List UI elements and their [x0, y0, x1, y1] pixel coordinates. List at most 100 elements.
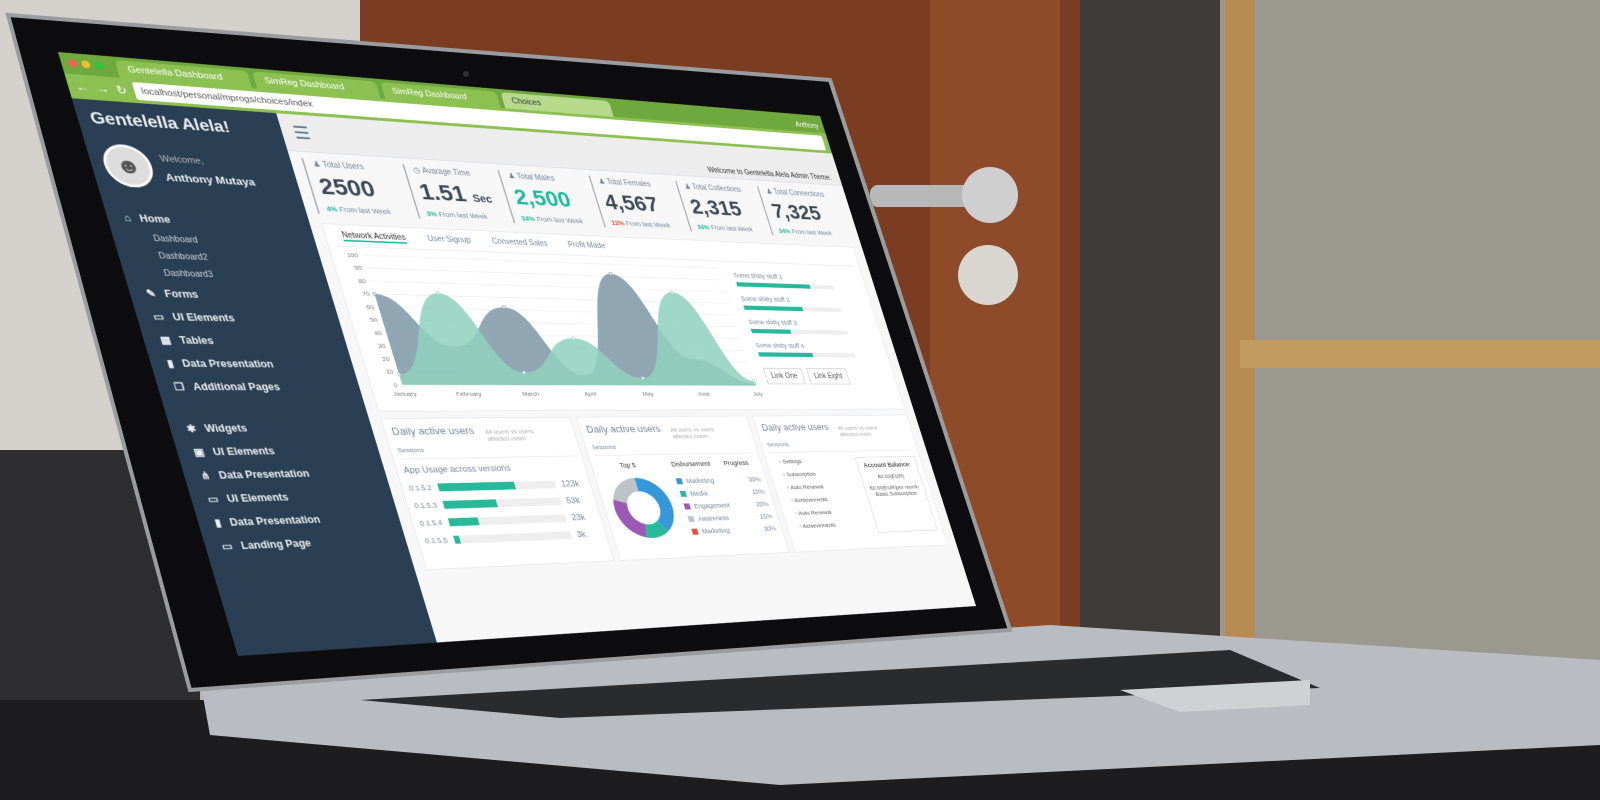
progress-item: Some shitty stuff 2	[740, 295, 860, 313]
settings-label: Auto Renewal	[789, 483, 825, 491]
chart-tab[interactable]: Converted Sales	[490, 237, 549, 249]
stat-change: 34%	[696, 223, 711, 231]
top5-header: Top 5	[618, 461, 637, 470]
progress-header: Progress	[722, 459, 750, 467]
panel-sessions: Sessions	[766, 441, 790, 448]
stat-tile: ♟ Total Connections 7,325 34% From last We…	[757, 186, 851, 239]
top5-row: Marketing 30%	[675, 476, 762, 485]
sidebar-item-label: Dashboard	[152, 234, 200, 246]
data-point[interactable]	[372, 292, 376, 295]
settings-item[interactable]: ▫ Settings	[778, 457, 851, 465]
progress-label: Some shitty stuff 4	[754, 341, 806, 350]
settings-item[interactable]: ▫ Subscription	[782, 470, 855, 478]
stat-change-text: From last Week	[338, 205, 392, 216]
back-icon[interactable]: ←	[73, 79, 91, 95]
sidebar-item-label: Widgets	[203, 422, 249, 435]
stat-change-text: From last Week	[624, 219, 671, 230]
stat-change: 3%	[425, 209, 438, 218]
sidebar-item[interactable]: ▦ Tables	[153, 328, 337, 353]
forward-icon[interactable]: →	[94, 81, 111, 96]
y-tick-label: 0	[393, 381, 399, 389]
settings-item[interactable]: ▫ Achievements	[798, 520, 871, 530]
top5-percent: 10%	[751, 487, 766, 496]
panel-sessions: Sessions	[396, 446, 426, 454]
bar-chart-icon: ▮	[165, 357, 176, 370]
chart-tab[interactable]: User Signup	[426, 234, 473, 245]
browser-tab-label: Choices	[510, 96, 543, 108]
sidebar-item-label: Landing Page	[239, 537, 313, 552]
sidebar-item[interactable]: ▮ Data Presentation	[160, 352, 344, 376]
reload-icon[interactable]: ↻	[114, 82, 129, 97]
version-bar	[442, 497, 562, 509]
sidebar-item[interactable]: ✱ Widgets	[180, 416, 364, 441]
stat-change-text: From last Week	[437, 210, 489, 221]
brand-logo[interactable]: Gentelella Alela!	[87, 109, 233, 137]
top5-row: Awareness 15%	[687, 512, 773, 522]
legend-swatch	[691, 528, 699, 535]
version-row: 0.1.5.5 3k	[424, 529, 601, 545]
sidebar-item-label: Forms	[163, 287, 200, 301]
stat-unit: Sec	[470, 192, 494, 206]
y-tick-label: 10	[385, 368, 395, 376]
settings-item[interactable]: ▫ Auto Renewal	[794, 508, 867, 517]
sidebar-item[interactable]: ▣ UI Elements	[187, 438, 370, 464]
stat-change: 34%	[777, 227, 792, 235]
y-tick-label: 20	[381, 355, 391, 363]
settings-label: Settings	[781, 458, 803, 465]
y-tick-label: 90	[353, 264, 363, 272]
stat-value: 1.51	[416, 179, 470, 207]
chart-tab[interactable]: Network Activities	[340, 231, 408, 244]
x-tick-label: April	[583, 390, 597, 397]
stat-change: 4%	[325, 204, 339, 214]
door-handle	[870, 185, 980, 207]
chart-tab[interactable]: Profit Made	[566, 240, 607, 251]
link-eight-button[interactable]: Link Eight	[806, 368, 851, 385]
windows-icon: ▣	[192, 446, 206, 459]
top5-row: Marketing 30%	[691, 525, 777, 536]
sidebar-item[interactable]: ▭ UI Elements	[146, 305, 330, 331]
sidebar-item-label: Data Presentation	[217, 467, 311, 482]
balance: €0.00(EUR)	[876, 472, 905, 480]
progress-bar	[743, 305, 842, 313]
version-label: 0.1.5.4	[418, 518, 444, 528]
version-value: 23k	[570, 512, 587, 523]
sitemap-icon: ⋔	[199, 469, 212, 482]
top5-percent: 15%	[758, 512, 774, 521]
settings-item[interactable]: ▫ Achievements	[790, 495, 863, 504]
menu-toggle-icon[interactable]: ☰	[290, 122, 313, 143]
settings-label: Auto Renewal	[797, 508, 833, 517]
link-one-button[interactable]: Link One	[762, 367, 806, 385]
sidebar-item-label: Data Presentation	[180, 357, 275, 370]
progress-label: Some shitty stuff 3	[747, 318, 798, 327]
panel-title: Daily active users	[389, 424, 476, 438]
settings-item[interactable]: ▫ Auto Renewal	[786, 482, 859, 490]
gridline	[371, 281, 726, 292]
progress-label: Some shitty stuff 2	[739, 294, 791, 304]
table-icon: ▦	[158, 334, 173, 346]
sidebar-item[interactable]: ❐ Additional Pages	[167, 375, 351, 398]
stat-value: 2,315	[687, 194, 745, 221]
progress-item: Some shitty stuff 4	[755, 342, 875, 358]
shelf	[1240, 340, 1600, 368]
glass-panel	[1080, 0, 1220, 660]
version-label: 0.1.5.5	[423, 536, 449, 545]
y-tick-label: 70	[361, 290, 371, 298]
browser-tab-label: SimReg Dashboard	[390, 86, 469, 102]
y-tick-label: 40	[373, 329, 383, 337]
disbursement-header: Disbursement	[670, 459, 712, 469]
browser-tab-label: Gentelella Dashboard	[126, 64, 224, 83]
sidebar-item-label: UI Elements	[171, 311, 237, 324]
stat-value: 7,325	[768, 199, 824, 225]
sidebar-item-label: Home	[137, 212, 172, 226]
profile: ☻ Welcome, Anthony Mutaya	[97, 142, 290, 195]
webcam	[463, 71, 469, 77]
x-tick-label: June	[697, 390, 711, 397]
version-label: 0.1.5.3	[413, 501, 439, 510]
top5-label: Engagement	[693, 501, 731, 510]
stat-label: Total Collections	[691, 183, 743, 194]
sidebar-item-label: Tables	[178, 334, 216, 347]
version-row: 0.1.5.4 23k	[418, 513, 595, 529]
welcome-label: Welcome,	[158, 153, 205, 167]
top5-label: Media	[689, 489, 709, 498]
sidebar-item[interactable]: ▭ Landing Page	[215, 528, 398, 558]
